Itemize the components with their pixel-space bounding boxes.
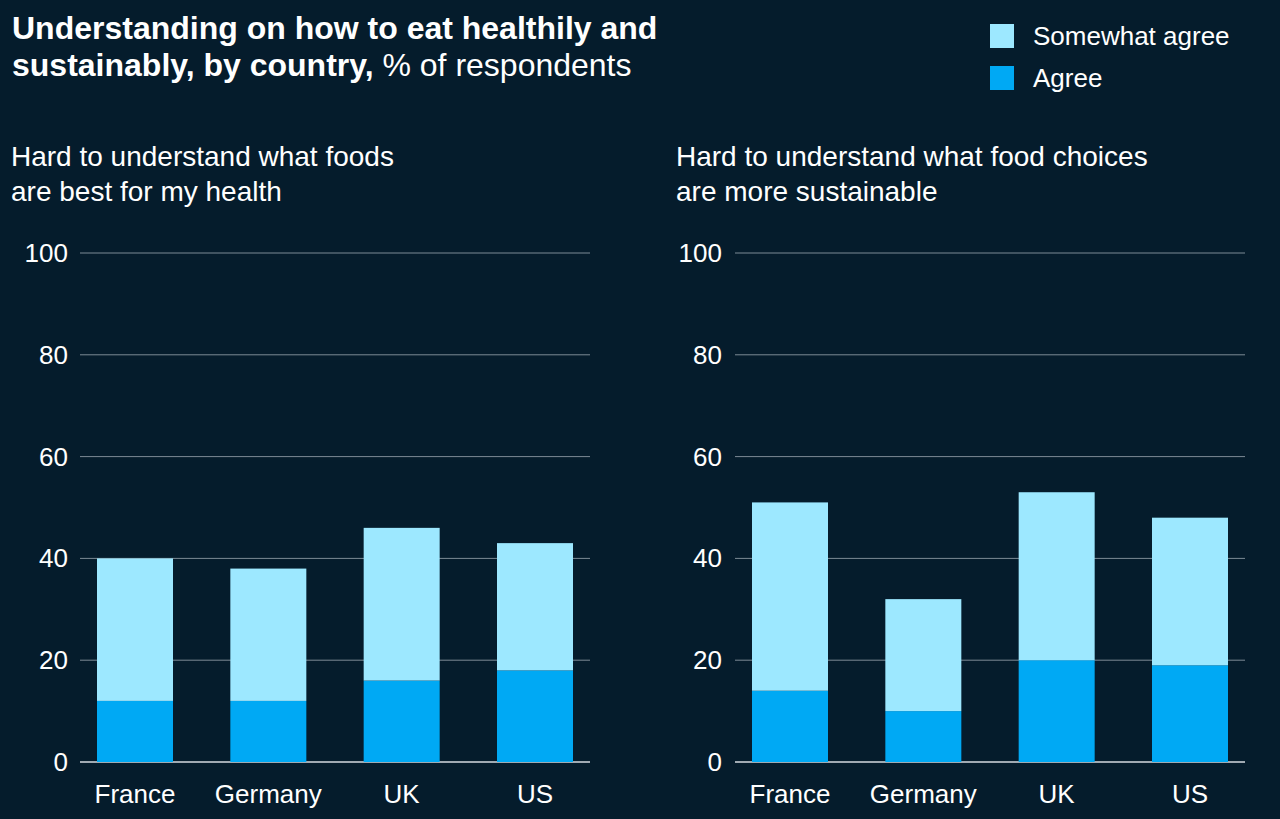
x-tick-label: UK [1039,779,1076,809]
bar-segment [1019,492,1095,660]
grid-line [735,456,1245,457]
bar-segment [230,701,306,762]
x-tick-label: France [750,779,831,809]
bar-segment [97,701,173,762]
x-tick-label: US [1172,779,1208,809]
bars [752,492,1228,762]
y-tick-label: 0 [54,747,68,777]
grid-line [80,456,590,457]
panel-title: Hard to understand what foods are best f… [11,139,421,209]
legend-label: Agree [1033,63,1102,93]
grid-line [735,253,1245,254]
bar-segment [1152,665,1228,762]
x-tick-label: Germany [870,779,977,809]
bar-segment [1019,660,1095,762]
subtitle-text: % of respondents [382,47,631,83]
x-tick-label: Germany [215,779,322,809]
bar-segment [364,681,440,762]
y-tick-label: 20 [39,645,68,675]
chart-title: Understanding on how to eat healthily an… [12,10,712,84]
bar-segment [364,528,440,681]
y-tick-label: 40 [693,543,722,573]
legend-swatch [990,66,1014,90]
y-tick-label: 60 [39,442,68,472]
legend-label: Somewhat agree [1033,21,1230,51]
y-tick-label: 80 [693,340,722,370]
bar-segment [752,502,828,690]
grid-line [735,354,1245,355]
legend-swatch [990,24,1014,48]
y-tick-label: 100 [25,238,68,268]
bars [97,528,573,762]
x-tick-label: US [517,779,553,809]
bar-segment [752,691,828,762]
panel-title: Hard to understand what food choices are… [676,139,1171,209]
chart-canvas: 0 20 40 60 80 100 France Germany UK US Somewhat ag… [0,0,1280,819]
bar-segment [497,670,573,762]
y-tick-label: 100 [679,238,722,268]
bar-segment [885,711,961,762]
x-tick-label: France [95,779,176,809]
grid-line [80,253,590,254]
bar-segment [885,599,961,711]
bar-segment [1152,518,1228,666]
y-tick-label: 40 [39,543,68,573]
grid-line [80,354,590,355]
y-tick-label: 60 [693,442,722,472]
bar-segment [97,558,173,701]
bar-segment [230,569,306,701]
y-tick-label: 20 [693,645,722,675]
y-tick-label: 80 [39,340,68,370]
x-tick-label: UK [384,779,421,809]
bar-segment [497,543,573,670]
y-tick-label: 0 [708,747,722,777]
